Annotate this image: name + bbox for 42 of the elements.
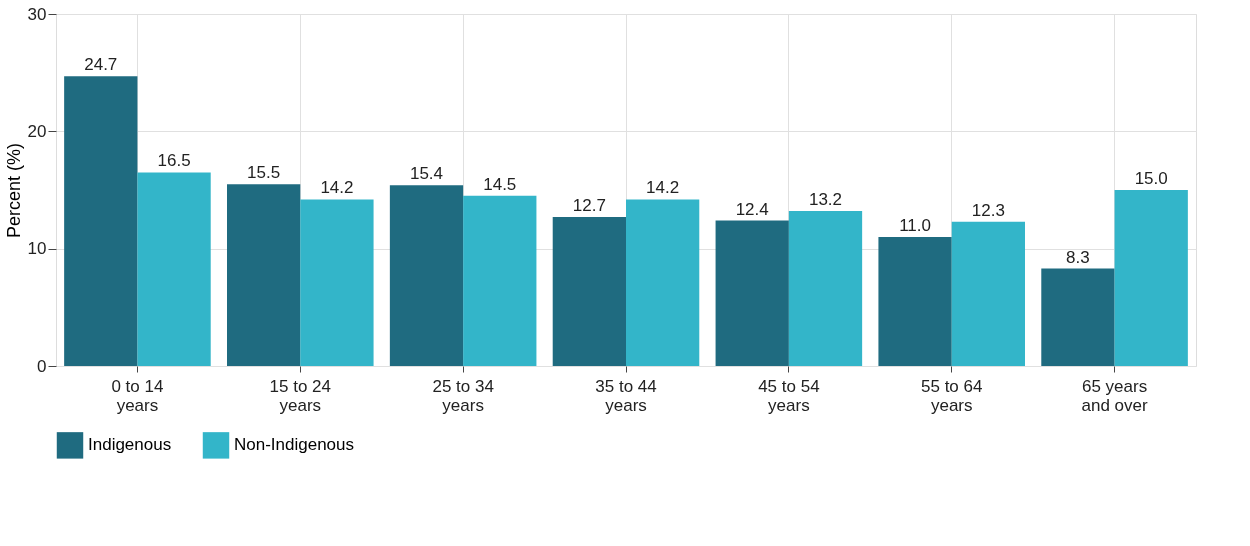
- data-label: 24.7: [84, 55, 118, 75]
- bar: [1114, 190, 1188, 366]
- data-label: 8.3: [1066, 247, 1090, 267]
- y-axis-title: Percent (%): [3, 142, 24, 239]
- x-tick-label: 25 to 34 years: [432, 376, 494, 415]
- bar: [878, 236, 952, 366]
- data-label: 15.0: [1134, 169, 1168, 188]
- bar: [552, 216, 626, 366]
- data-label: 12.3: [971, 200, 1005, 220]
- data-label: 15.4: [409, 164, 444, 184]
- x-tick-label: 65 years and over: [1081, 376, 1148, 415]
- bar: [1041, 268, 1115, 366]
- legend-label: Indigenous: [88, 435, 172, 455]
- bar: [300, 199, 374, 366]
- x-tick-label: 0 to 14 years: [111, 376, 164, 415]
- data-label: 11.0: [899, 215, 931, 235]
- bar: [788, 211, 863, 366]
- x-tick-label: 55 to 64 years: [920, 376, 983, 415]
- data-label: 13.2: [808, 190, 843, 210]
- bar: [715, 220, 789, 366]
- data-label: 12.4: [735, 199, 769, 219]
- bar: [227, 184, 301, 366]
- y-tick-label: 10: [27, 239, 47, 259]
- data-label: 15.5: [247, 163, 281, 183]
- y-tick-label: 30: [27, 4, 47, 24]
- x-tick-label: 45 to 54 years: [758, 376, 820, 415]
- data-label: 16.5: [157, 151, 191, 171]
- data-label: 14.5: [483, 174, 517, 194]
- y-tick-label: 0: [37, 356, 47, 376]
- bar: [64, 76, 138, 366]
- data-label: 12.7: [572, 195, 606, 215]
- bar: [463, 195, 537, 366]
- legend-label: Non-Indigenous: [234, 435, 355, 455]
- x-tick-label: 15 to 24 years: [269, 376, 332, 415]
- bar: [389, 185, 464, 366]
- bar: [951, 221, 1025, 366]
- bar: [137, 172, 211, 366]
- y-tick-label: 20: [27, 121, 47, 141]
- data-label: 14.2: [320, 178, 354, 198]
- bar: [626, 199, 700, 366]
- data-label: 14.2: [646, 178, 680, 198]
- x-tick-label: 35 to 44 years: [595, 376, 657, 415]
